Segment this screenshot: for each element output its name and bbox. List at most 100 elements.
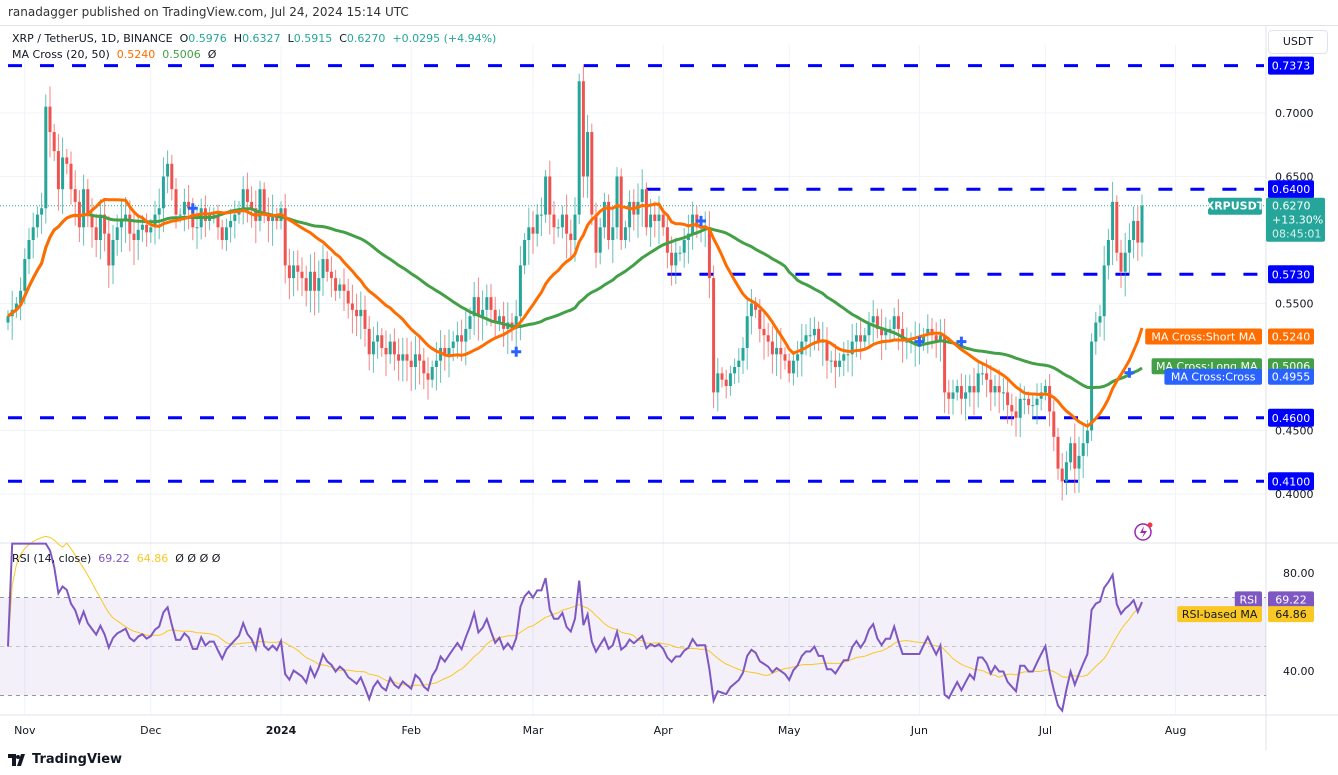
ma-cross-marker <box>956 336 967 347</box>
candle-body <box>455 335 459 342</box>
ma-cross-marker <box>1124 367 1135 378</box>
candle-body <box>665 227 669 253</box>
flash-alert-icon[interactable] <box>1134 522 1153 541</box>
candle-body <box>1069 443 1073 463</box>
symbol-badge <box>1208 197 1262 215</box>
candle-body <box>292 265 296 279</box>
candle-body <box>518 265 522 317</box>
candle-body <box>1106 240 1110 266</box>
candle-body <box>938 335 942 342</box>
candle-body <box>1001 392 1005 394</box>
candle-body <box>804 335 808 342</box>
candle-body <box>107 233 111 266</box>
candle-body <box>44 106 48 209</box>
candle-body <box>619 176 623 240</box>
rsi-title[interactable]: RSI (14, close) <box>12 552 92 565</box>
candle-body <box>1006 392 1010 406</box>
candle-body <box>615 176 619 228</box>
candle-body <box>195 227 199 229</box>
candle-body <box>959 386 963 399</box>
tradingview-logo[interactable]: TradingView <box>8 752 122 767</box>
rsi-value-badge <box>1268 591 1314 608</box>
flash-icon-bolt <box>1140 526 1147 538</box>
candle-body <box>766 335 770 342</box>
ma-cross-value: Ø <box>207 48 217 61</box>
candle-body <box>166 163 170 177</box>
time-tick-label: Mar <box>523 724 544 737</box>
candle-body <box>892 316 896 329</box>
candle-body <box>674 252 678 266</box>
level-price-label: 0.5730 <box>1272 268 1311 281</box>
rsi-tick-label: 40.00 <box>1283 665 1315 678</box>
candle-body <box>838 360 842 367</box>
candle-body <box>426 373 430 380</box>
candle-body <box>103 214 107 234</box>
candle-body <box>1073 443 1077 469</box>
candle-body <box>388 341 392 355</box>
candle-body <box>384 347 388 355</box>
candle-body <box>1056 436 1060 469</box>
candle-body <box>367 328 371 355</box>
candle-body <box>985 373 989 380</box>
ma-name-badge <box>1164 368 1262 385</box>
candle-body <box>783 354 787 361</box>
ma-value-badge <box>1268 368 1314 385</box>
candle-body <box>40 208 44 215</box>
candle-body <box>947 392 951 399</box>
candle-body <box>1014 411 1018 418</box>
symbol-name[interactable]: XRP / TetherUS, 1D, BINANCE <box>12 32 173 45</box>
candle-body <box>787 360 791 374</box>
candle-body <box>35 214 39 228</box>
candle-body <box>535 214 539 234</box>
candle-body <box>6 316 10 323</box>
level-price-label: 0.4600 <box>1272 412 1311 425</box>
price-tick-label: 0.4000 <box>1275 488 1314 501</box>
candle-body <box>472 297 476 317</box>
candle-body <box>833 360 837 367</box>
level-price-label: 0.4100 <box>1272 475 1311 488</box>
candle-body <box>523 240 527 266</box>
candle-body <box>287 265 291 279</box>
candle-body <box>464 328 468 342</box>
candle-body <box>800 341 804 355</box>
candle-body <box>1064 462 1068 482</box>
low-value: 0.5915 <box>293 32 333 45</box>
price-tick-label: 0.5500 <box>1275 298 1314 311</box>
rsi-legend: RSI (14, close) 69.22 64.86 Ø Ø Ø Ø <box>12 552 220 565</box>
candle-body <box>1081 443 1085 456</box>
candle-body <box>220 227 224 240</box>
candle-body <box>539 214 543 216</box>
candle-body <box>661 214 665 228</box>
candle-body <box>1043 386 1047 393</box>
rsi-ma-value: 64.86 <box>136 552 169 565</box>
candle-body <box>329 271 333 279</box>
short-ma-line <box>7 197 1144 428</box>
candle-body <box>590 132 594 215</box>
ma-cross-marker <box>914 336 925 347</box>
rsi-value-label: 64.86 <box>1275 608 1307 621</box>
candle-body <box>829 360 833 362</box>
candle-body <box>73 189 77 202</box>
level-price-badge <box>1268 265 1314 284</box>
candle-body <box>775 347 779 355</box>
candle-body <box>825 341 829 361</box>
candle-body <box>808 335 812 337</box>
candle-body <box>86 189 90 215</box>
currency-button[interactable]: USDT <box>1268 30 1328 54</box>
candle-body <box>968 386 972 393</box>
candle-body <box>842 354 846 361</box>
candle-body <box>1140 205 1144 243</box>
time-tick-label: May <box>778 724 801 737</box>
candle-body <box>888 328 892 330</box>
candle-body <box>258 189 262 221</box>
candle-body <box>779 347 783 355</box>
ma-long-value: 0.5006 <box>162 48 201 61</box>
candle-body <box>1048 386 1052 412</box>
open-label: O <box>179 32 189 45</box>
candle-body <box>489 297 493 310</box>
candle-body <box>896 316 900 329</box>
candle-body <box>901 328 905 342</box>
candle-body <box>733 367 737 374</box>
ma-cross-title[interactable]: MA Cross (20, 50) <box>12 48 110 61</box>
